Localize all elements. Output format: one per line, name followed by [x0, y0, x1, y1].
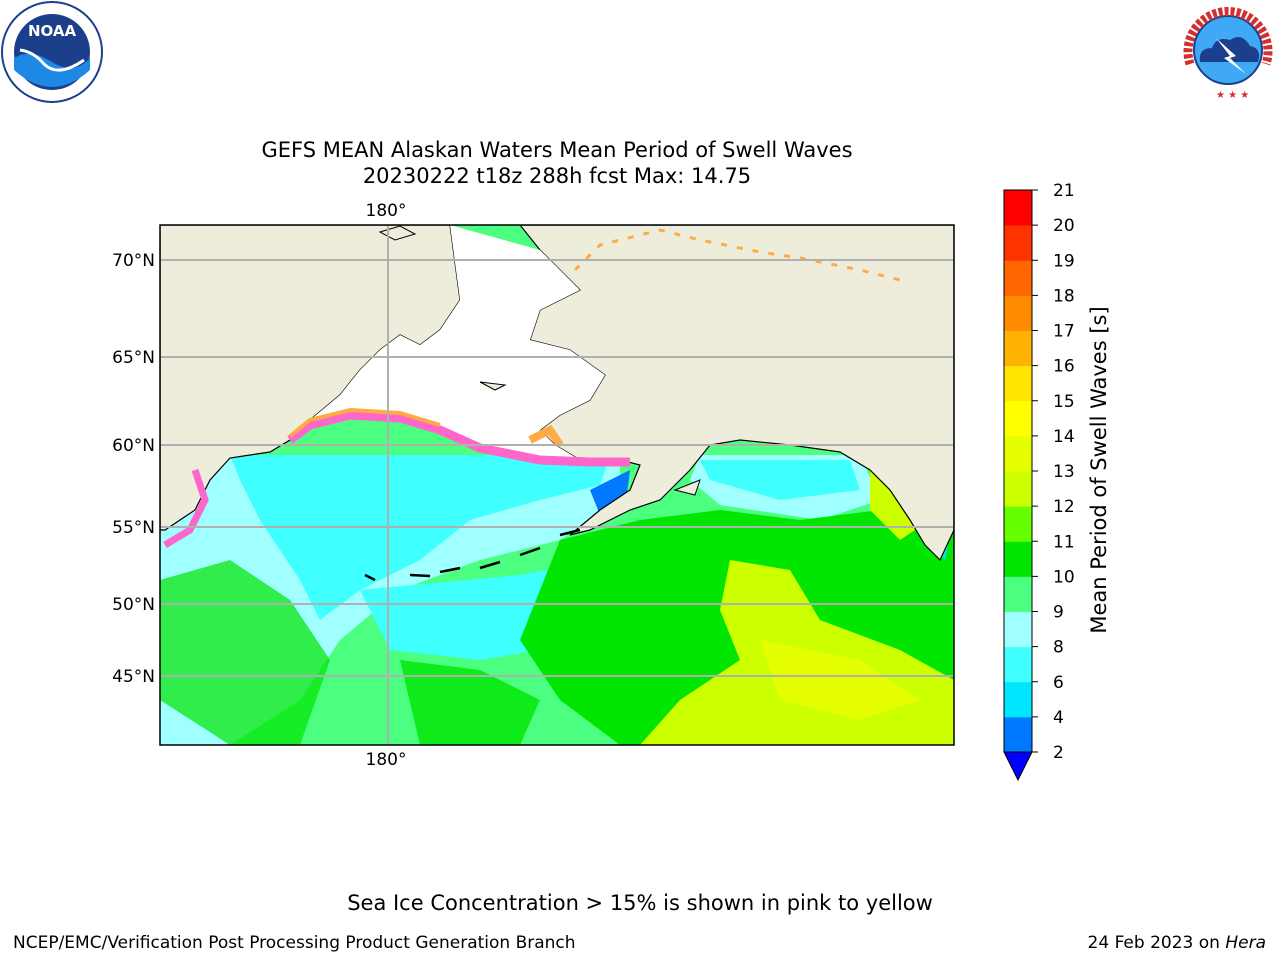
colorbar-tick-label: 9	[1053, 603, 1064, 623]
colorbar-tick-label: 17	[1053, 322, 1075, 342]
colorbar-tick-label: 8	[1053, 638, 1064, 658]
colorbar-tick-label: 10	[1053, 567, 1075, 587]
colorbar-swatch	[1004, 716, 1032, 753]
noaa-logo-text: NOAA	[28, 22, 77, 40]
sea-ice-edge	[287, 410, 630, 467]
colorbar-swatch	[1004, 471, 1032, 507]
sea-ice-note: Sea Ice Concentration > 15% is shown in …	[347, 891, 933, 915]
lon-tick-label-bottom: 180°	[366, 750, 407, 770]
colorbar-swatch	[1004, 260, 1032, 296]
gridlines	[160, 225, 954, 745]
colorbar-swatch	[1004, 506, 1032, 542]
colorbar-swatch	[1004, 330, 1032, 367]
colorbar-swatch	[1004, 190, 1032, 226]
credit-text: NCEP/EMC/Verification Post Processing Pr…	[13, 933, 576, 953]
colorbar-tick-label: 14	[1053, 427, 1075, 447]
aleutian-islands	[364, 528, 581, 582]
lat-tick-label: 50°N	[112, 595, 155, 615]
run-date: 24 Feb 2023 on Hera	[1088, 933, 1266, 953]
colorbar-swatch	[1004, 681, 1032, 718]
lon-tick-label-top: 180°	[366, 201, 407, 221]
colorbar-swatch	[1004, 576, 1032, 612]
colorbar-tick-label: 20	[1053, 216, 1075, 236]
colorbar-swatch	[1004, 611, 1032, 648]
lat-tick-label: 65°N	[112, 348, 155, 368]
land-alaska	[519, 225, 954, 562]
chart-title: GEFS MEAN Alaskan Waters Mean Period of …	[261, 138, 853, 162]
colorbar-swatch	[1004, 541, 1032, 577]
colorbar-swatch	[1004, 646, 1032, 683]
colorbar-swatch	[1004, 295, 1032, 331]
colorbar-swatch	[1004, 435, 1032, 472]
colorbar-tick-label: 18	[1053, 286, 1075, 306]
chart-subtitle: 20230222 t18z 288h fcst Max: 14.75	[362, 164, 752, 188]
colorbar-swatch	[1004, 365, 1032, 402]
colorbar: 2 4 6 8 9 10 11 12 13 14 15 16 17 18 19 20 21	[1003, 181, 1075, 782]
colorbar-swatch	[1004, 400, 1032, 437]
colorbar-tick-label: 6	[1053, 673, 1064, 693]
lat-tick-label: 70°N	[112, 251, 155, 271]
lat-tick-label: 55°N	[112, 518, 155, 538]
host-name: Hera	[1225, 933, 1266, 953]
noaa-logo: NOAA	[1, 1, 103, 103]
colorbar-tick-label: 13	[1053, 462, 1075, 482]
svg-text:★ ★ ★: ★ ★ ★	[1216, 90, 1249, 101]
colorbar-tick-label: 15	[1053, 392, 1075, 412]
nws-logo: ★ ★ ★	[1180, 4, 1276, 101]
ice-no-data	[290, 225, 605, 462]
colorbar-tick-label: 2	[1053, 743, 1064, 763]
colorbar-extend-arrow	[1003, 751, 1033, 782]
lat-tick-label: 45°N	[112, 667, 155, 687]
colorbar-tick-label: 4	[1053, 708, 1064, 728]
colorbar-label: Mean Period of Swell Waves [s]	[1087, 306, 1111, 633]
colorbar-tick-label: 16	[1053, 357, 1075, 377]
date-text: 24 Feb 2023 on	[1087, 933, 1226, 953]
colorbar-tick-label: 21	[1053, 181, 1075, 201]
colorbar-tick-label: 11	[1053, 532, 1075, 552]
colorbar-tick-label: 19	[1053, 251, 1075, 271]
map-frame	[159, 224, 955, 746]
lat-tick-label: 60°N	[112, 436, 155, 456]
colorbar-swatch	[1004, 225, 1032, 261]
swell-band-6-8	[230, 455, 610, 620]
colorbar-tick-label: 12	[1053, 497, 1075, 517]
